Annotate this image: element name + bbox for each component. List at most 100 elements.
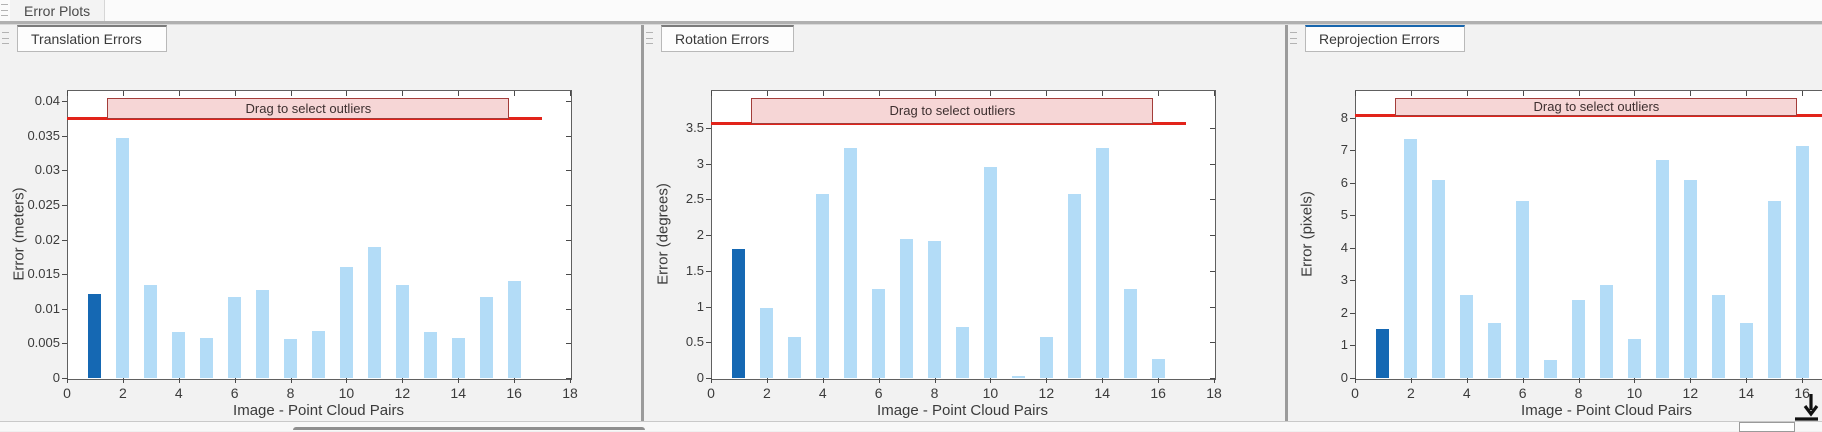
- bar-pair-1[interactable]: [88, 294, 102, 378]
- panel-grip-icon[interactable]: [646, 32, 653, 44]
- y-tick: [1350, 280, 1355, 282]
- x-tick-top: [67, 91, 68, 96]
- bar-pair-6[interactable]: [1516, 200, 1530, 378]
- bar-pair-7[interactable]: [1544, 360, 1558, 378]
- bar-pair-9[interactable]: [312, 330, 325, 378]
- bar-pair-16[interactable]: [1795, 145, 1809, 378]
- bottom-right-field[interactable]: [1739, 422, 1795, 432]
- bar-pair-14[interactable]: [451, 337, 465, 378]
- dock-arrow-icon[interactable]: [1792, 392, 1820, 424]
- x-tick: [570, 378, 571, 383]
- bar-pair-13[interactable]: [423, 331, 437, 378]
- y-tick-label: 2.5: [685, 191, 704, 207]
- y-tick-label: 0.005: [27, 335, 60, 351]
- x-tick-top: [1746, 91, 1748, 96]
- panel-divider[interactable]: [641, 25, 644, 421]
- bar-pair-10[interactable]: [1627, 338, 1641, 378]
- bar-pair-10[interactable]: [339, 267, 353, 378]
- bar-pair-12[interactable]: [395, 284, 409, 378]
- x-tick: [1355, 378, 1356, 383]
- bar-pair-4[interactable]: [816, 194, 830, 378]
- bar-pair-4[interactable]: [172, 331, 186, 378]
- drag-select-outliers-box[interactable]: Drag to select outliers: [751, 98, 1154, 124]
- bar-pair-11[interactable]: [367, 247, 381, 378]
- y-tick-right: [1210, 127, 1215, 129]
- bar-pair-15[interactable]: [1767, 200, 1781, 378]
- x-tick-label: 2: [762, 385, 771, 401]
- x-tick-top: [1578, 91, 1580, 96]
- bar-pair-8[interactable]: [284, 339, 298, 378]
- bar-pair-15[interactable]: [1123, 288, 1137, 378]
- x-tick-top: [290, 91, 292, 96]
- y-tick-right: [1210, 163, 1215, 165]
- bar-pair-13[interactable]: [1711, 295, 1725, 378]
- bar-pair-10[interactable]: [983, 167, 997, 378]
- bar-pair-11[interactable]: [1011, 375, 1025, 378]
- bar-pair-5[interactable]: [200, 337, 214, 378]
- bar-pair-5[interactable]: [1488, 322, 1502, 378]
- x-axis-title: Image - Point Cloud Pairs: [877, 402, 1048, 419]
- tab-rotation-errors-label: Rotation Errors: [675, 31, 770, 47]
- bar-pair-2[interactable]: [116, 138, 130, 378]
- bar-pair-3[interactable]: [144, 284, 158, 378]
- x-tick-top: [711, 91, 712, 96]
- bar-pair-13[interactable]: [1067, 194, 1081, 378]
- bar-pair-12[interactable]: [1039, 337, 1053, 378]
- tab-translation-errors[interactable]: Translation Errors: [17, 25, 167, 52]
- y-tick: [1350, 215, 1355, 217]
- bar-pair-6[interactable]: [872, 288, 886, 378]
- bar-pair-14[interactable]: [1739, 322, 1753, 378]
- y-tick: [1350, 182, 1355, 184]
- bar-pair-16[interactable]: [1151, 359, 1165, 378]
- bar-pair-7[interactable]: [256, 290, 270, 378]
- x-tick: [458, 378, 460, 383]
- x-tick: [1578, 378, 1580, 383]
- bar-pair-14[interactable]: [1095, 147, 1109, 378]
- y-tick-label: 2: [696, 227, 704, 243]
- y-tick-label: 4: [1340, 239, 1348, 255]
- x-tick: [67, 378, 68, 383]
- y-tick-label: 1: [1340, 337, 1348, 353]
- bar-pair-1[interactable]: [732, 249, 746, 378]
- drag-select-outliers-box[interactable]: Drag to select outliers: [1395, 98, 1798, 116]
- x-tick-top: [1046, 91, 1048, 96]
- tab-reprojection-errors[interactable]: Reprojection Errors: [1305, 25, 1465, 52]
- bar-pair-8[interactable]: [928, 240, 942, 378]
- bar-pair-2[interactable]: [760, 307, 774, 378]
- panel-grip-icon[interactable]: [1290, 32, 1297, 44]
- y-tick: [62, 274, 67, 276]
- bar-pair-5[interactable]: [844, 147, 858, 378]
- bar-pair-3[interactable]: [788, 337, 802, 378]
- y-tick-right: [1210, 235, 1215, 237]
- bar-pair-16[interactable]: [507, 281, 521, 378]
- bar-pair-9[interactable]: [956, 327, 969, 378]
- bar-pair-8[interactable]: [1572, 299, 1586, 378]
- bar-pair-7[interactable]: [900, 238, 914, 378]
- bar-pair-11[interactable]: [1655, 160, 1669, 378]
- x-tick: [990, 378, 992, 383]
- drag-select-outliers-box[interactable]: Drag to select outliers: [107, 98, 510, 119]
- bar-pair-12[interactable]: [1683, 179, 1697, 378]
- bar-pair-4[interactable]: [1460, 295, 1474, 378]
- y-tick-label: 0.015: [27, 266, 60, 282]
- tab-error-plots[interactable]: Error Plots: [10, 0, 106, 21]
- y-tick-label: 0: [696, 370, 704, 385]
- bar-pair-15[interactable]: [479, 297, 493, 378]
- tab-rotation-errors[interactable]: Rotation Errors: [661, 25, 795, 52]
- bar-pair-6[interactable]: [228, 297, 242, 378]
- y-tick-right: [566, 308, 571, 310]
- bar-pair-9[interactable]: [1600, 285, 1613, 378]
- bar-pair-2[interactable]: [1404, 139, 1418, 378]
- y-tick-label: 6: [1340, 174, 1348, 190]
- toolstrip-grip-icon[interactable]: [1, 4, 8, 16]
- bar-pair-1[interactable]: [1376, 329, 1390, 378]
- x-tick-label: 18: [562, 385, 578, 401]
- panel-divider[interactable]: [1285, 25, 1288, 421]
- bar-pair-3[interactable]: [1432, 179, 1446, 378]
- panel-grip-icon[interactable]: [2, 32, 9, 44]
- y-tick-label: 0.02: [34, 231, 60, 247]
- x-tick-label: 0: [63, 385, 71, 401]
- y-tick-right: [1210, 342, 1215, 344]
- x-axis-title: Image - Point Cloud Pairs: [233, 402, 404, 419]
- y-tick-label: 1.5: [685, 262, 704, 278]
